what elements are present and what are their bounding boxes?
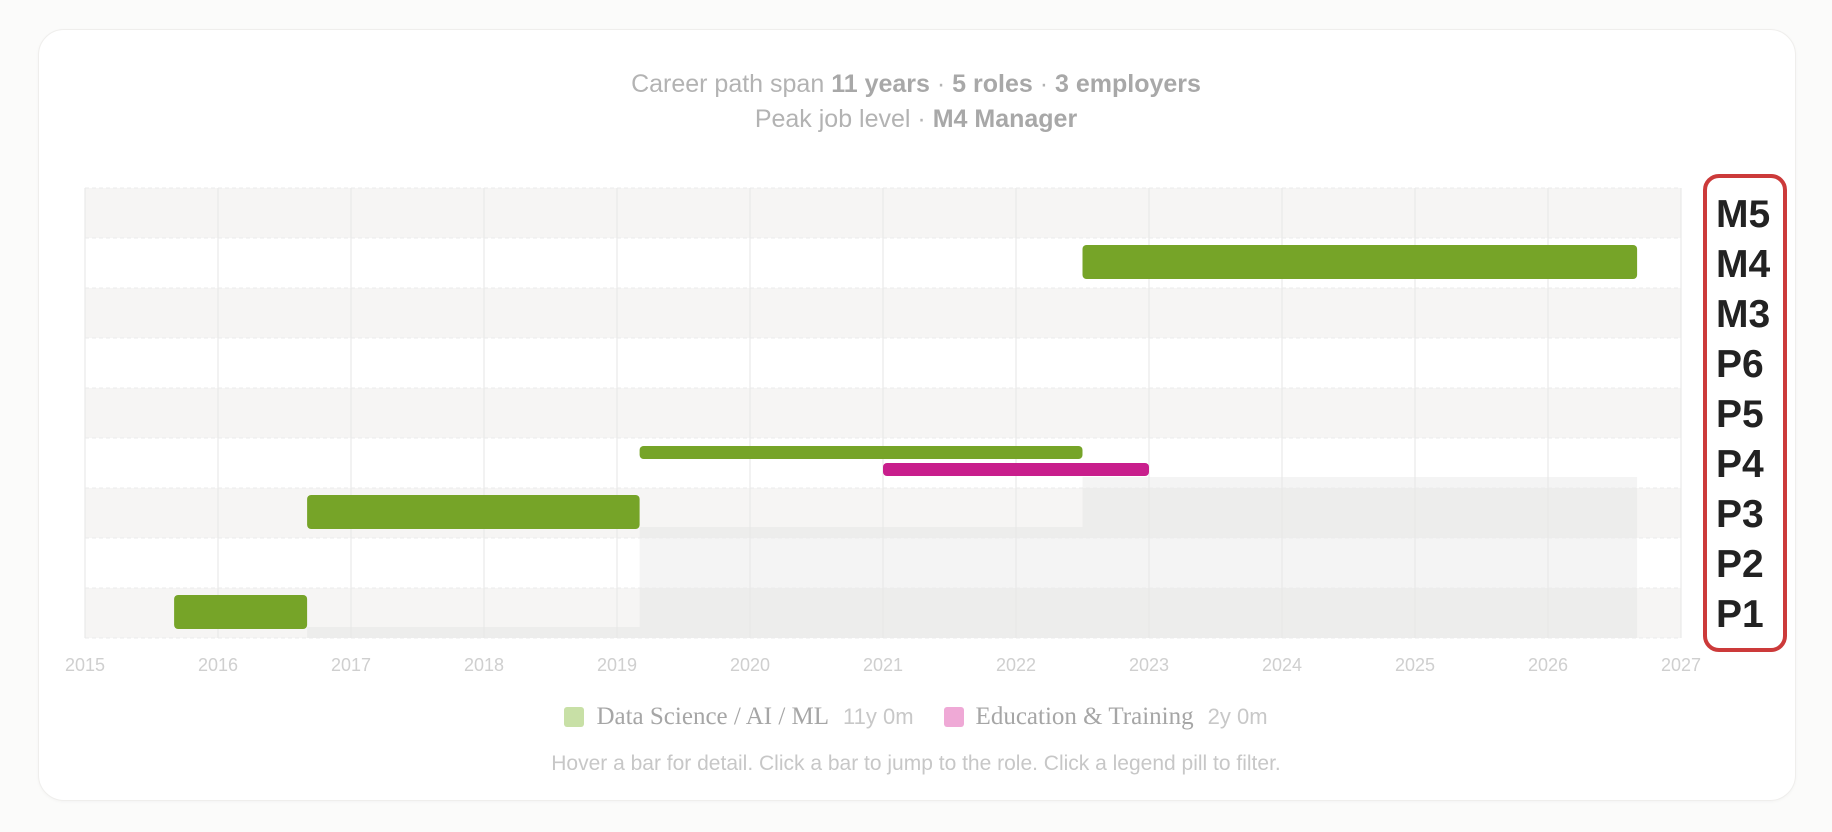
roles-value: 5 roles <box>952 70 1033 98</box>
x-tick-label: 2016 <box>198 655 238 675</box>
x-tick-label: 2026 <box>1528 655 1568 675</box>
legend-label: Education & Training <box>975 703 1194 730</box>
x-tick-label: 2017 <box>331 655 371 675</box>
y-level-label: P1 <box>1716 593 1764 636</box>
summary-line-1: Career path span 11 years · 5 roles · 3 … <box>0 69 1832 99</box>
role-bar[interactable] <box>883 463 1149 476</box>
role-bar[interactable] <box>307 495 640 529</box>
employers-value: 3 employers <box>1055 70 1201 98</box>
span-prefix: Career path span <box>631 70 825 98</box>
hint-text: Hover a bar for detail. Click a bar to j… <box>551 752 1281 775</box>
legend-pill-education[interactable]: Education & Training 2y 0m <box>943 703 1268 731</box>
legend-swatch <box>564 707 585 727</box>
y-level-label: P3 <box>1716 493 1764 536</box>
y-level-label: P5 <box>1716 393 1764 436</box>
summary-line-2: Peak job level · M4 Manager <box>0 104 1832 134</box>
x-tick-label: 2018 <box>464 655 504 675</box>
x-tick-label: 2021 <box>863 655 903 675</box>
y-level-label: M3 <box>1716 293 1770 336</box>
role-bar[interactable] <box>174 595 308 629</box>
legend-pill-data-science[interactable]: Data Science / AI / ML 11y 0m <box>564 703 914 731</box>
x-tick-label: 2015 <box>65 655 105 675</box>
legend: Data Science / AI / ML 11y 0m Education … <box>0 703 1832 731</box>
y-level-label: P4 <box>1716 443 1764 486</box>
x-tick-label: 2019 <box>597 655 637 675</box>
legend-label: Data Science / AI / ML <box>596 703 830 730</box>
x-tick-label: 2025 <box>1395 655 1435 675</box>
peak-prefix: Peak job level <box>754 105 911 133</box>
x-tick-label: 2020 <box>730 655 770 675</box>
x-tick-label: 2027 <box>1661 655 1701 675</box>
x-tick-label: 2022 <box>996 655 1036 675</box>
peak-value: M4 Manager <box>932 105 1078 133</box>
span-value: 11 years <box>831 70 930 98</box>
y-level-label: M5 <box>1716 193 1770 236</box>
level-highlight-box <box>1703 174 1787 652</box>
legend-duration: 11y 0m <box>843 704 914 729</box>
separator: · <box>917 105 926 133</box>
separator: · <box>936 70 946 98</box>
legend-duration: 2y 0m <box>1207 704 1268 729</box>
separator: · <box>1039 70 1049 98</box>
y-level-label: P2 <box>1716 543 1764 586</box>
legend-swatch <box>943 707 964 727</box>
y-level-label: M4 <box>1716 243 1770 286</box>
role-bar[interactable] <box>639 446 1083 459</box>
y-level-label: P6 <box>1716 343 1764 386</box>
x-tick-label: 2023 <box>1129 655 1169 675</box>
x-tick-label: 2024 <box>1262 655 1302 675</box>
progression-area <box>307 477 1638 638</box>
role-bar[interactable] <box>1082 245 1638 279</box>
